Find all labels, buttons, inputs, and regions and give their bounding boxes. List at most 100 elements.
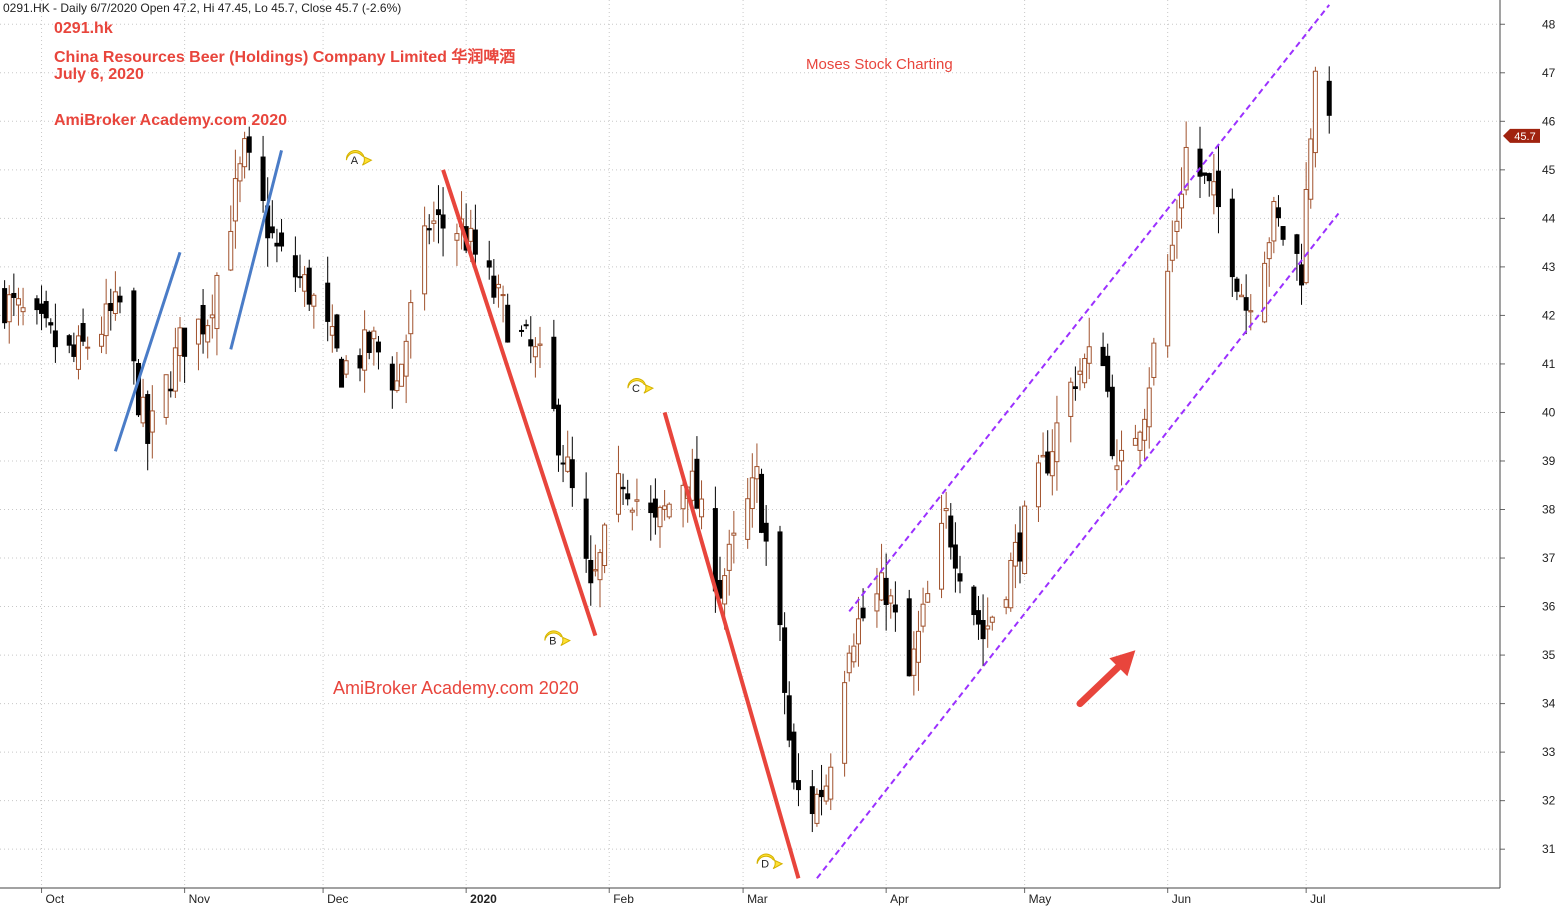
candle-body [731,532,737,536]
candle-body [362,329,368,371]
candle-body [634,499,640,502]
candle-body [80,323,86,342]
candle-body [519,329,525,332]
candle-body [592,569,598,572]
candle-body [1017,532,1023,562]
candle-body [745,498,751,540]
candle-body [915,630,921,663]
candle-body [1040,454,1046,458]
blue-trendline [229,150,283,350]
candle-body [957,573,963,582]
candle-body [1326,80,1332,116]
y-tick-label: 33 [1542,745,1556,759]
candle-body [389,363,395,391]
candle-body [1271,201,1277,242]
candle-body [205,325,211,343]
candle-body [1132,437,1138,446]
y-tick-label: 35 [1542,648,1556,662]
blue-trendline [113,251,182,452]
x-tick-label: Jun [1172,892,1191,906]
chart-header: 0291.HK - Daily 6/7/2020 Open 47.2, Hi 4… [3,1,402,15]
candle-body [795,780,801,791]
candle-body [860,607,866,619]
candle-body [75,335,81,370]
candle-body [246,136,252,153]
candle-body [435,209,441,216]
label-letter: D [761,859,769,871]
candle-body [279,232,285,247]
candle-body [112,291,118,315]
candle-body [163,374,169,418]
candle-body [302,274,308,292]
candle-body [759,473,765,533]
y-tick-label: 41 [1542,357,1556,371]
candle-body [454,233,460,241]
candle-body [620,486,626,490]
candle-body [131,290,137,362]
candle-body [394,380,400,392]
candle-body [662,505,668,510]
candle-body [657,506,663,528]
candle-body [1045,451,1051,474]
candle-body [2,288,8,324]
candle-body [1054,422,1060,463]
candle-body [602,524,608,567]
candle-body [814,793,820,824]
candle-body [1179,193,1185,209]
x-tick-label: Dec [327,892,348,906]
candle-body [440,214,446,229]
last-price-tag [1503,128,1540,143]
candle-body [1303,188,1309,284]
candle-body [1211,181,1217,196]
candle-body [980,619,986,640]
watermark-center: AmiBroker Academy.com 2020 [333,678,579,698]
candle-body [879,572,885,601]
candle-body [1275,207,1281,219]
candle-body [339,358,345,388]
candle-body [583,498,589,559]
candle-body [491,275,497,298]
candle-body [694,458,700,509]
y-tick-label: 34 [1542,697,1556,711]
candle-body [71,344,77,357]
candle-body [505,304,511,343]
candle-body [777,531,783,626]
candle-body [565,456,571,472]
annotation-labels: A B C D [345,150,784,871]
candle-body [334,314,340,349]
candle-body [629,509,635,513]
candle-body [828,766,834,800]
candle-body [1022,505,1028,574]
candle-body [43,301,49,319]
y-tick-label: 32 [1542,794,1556,808]
candle-body [1105,355,1111,392]
candle-body [555,404,561,456]
candle-body [52,330,58,348]
candle-body [699,498,705,518]
candle-body [195,318,201,345]
grid [0,0,1500,888]
candle-body [1077,370,1083,375]
candle-body [1146,387,1152,428]
candle-body [399,363,405,387]
candle-body [532,346,538,358]
candle-body [689,470,695,501]
candle-body [722,575,728,605]
candle-body [232,178,238,222]
candle-body [569,459,575,489]
label-letter: B [549,636,556,648]
label-callout [544,630,571,646]
candle-body [145,394,151,444]
candle-body [842,682,848,764]
candle-body [819,789,825,798]
candle-body [666,503,672,518]
candle-body [560,462,566,465]
y-tick-label: 43 [1542,260,1556,274]
y-tick-label: 39 [1542,454,1556,468]
candle-body [1183,146,1189,191]
candle-body [209,314,215,319]
candle-body [892,604,898,613]
candle-body [597,552,603,581]
candle-body [366,331,372,353]
candle-body [311,294,317,307]
